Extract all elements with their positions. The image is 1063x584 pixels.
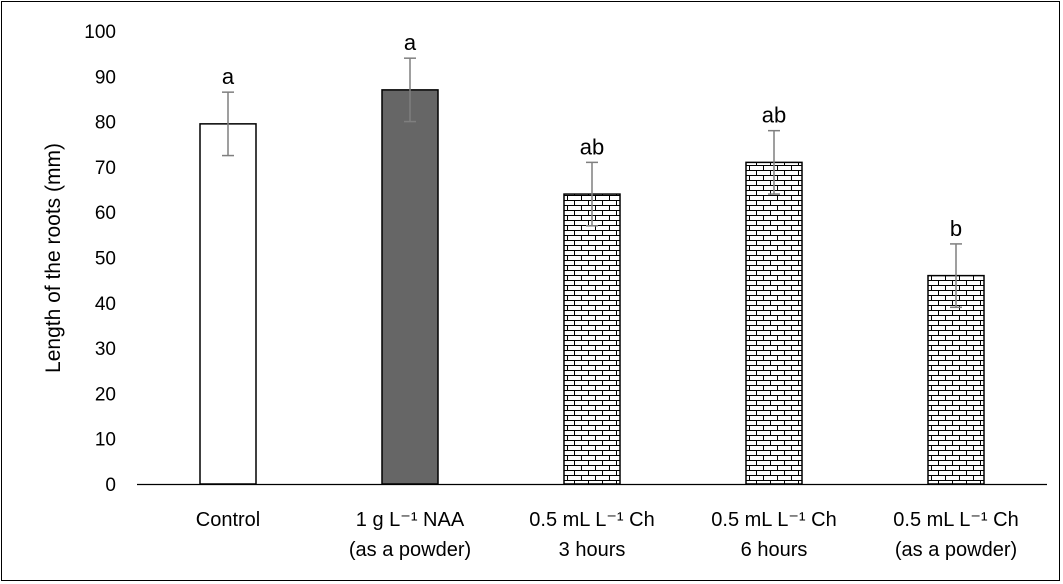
bar: [745, 161, 803, 485]
y-tick-label: 0: [105, 475, 116, 496]
x-tick-label-line2: (as a powder): [895, 539, 1017, 561]
x-tick-label-line2: (as a powder): [349, 539, 471, 561]
x-tick-label: 1 g L⁻¹ NAA: [356, 509, 465, 531]
x-tick-label: 0.5 mL L⁻¹ Ch: [893, 509, 1018, 531]
significance-letter: b: [950, 216, 962, 241]
bar: [199, 123, 257, 485]
y-tick-label: 10: [95, 430, 116, 451]
significance-letter: a: [404, 30, 417, 55]
x-tick-label-line2: 6 hours: [741, 539, 808, 561]
y-tick-label: 100: [84, 22, 116, 43]
y-tick-label: 50: [95, 249, 116, 270]
y-tick-label: 90: [95, 67, 116, 88]
y-tick-label: 80: [95, 113, 116, 134]
y-tick-label: 20: [95, 384, 116, 405]
x-tick-label: Control: [196, 509, 260, 531]
y-tick-label: 40: [95, 294, 116, 315]
y-tick-label: 60: [95, 203, 116, 224]
significance-letter: ab: [762, 103, 786, 128]
x-tick-label-line2: 3 hours: [559, 539, 626, 561]
bar: [563, 193, 621, 485]
significance-letter: ab: [580, 134, 604, 159]
y-axis-label: Length of the roots (mm): [42, 143, 65, 373]
x-tick-label: 0.5 mL L⁻¹ Ch: [711, 509, 836, 531]
bar: [927, 274, 985, 485]
x-tick-label: 0.5 mL L⁻¹ Ch: [529, 509, 654, 531]
y-tick-label: 70: [95, 158, 116, 179]
bar: [381, 89, 439, 485]
significance-letter: a: [222, 64, 235, 89]
y-tick-label: 30: [95, 339, 116, 360]
